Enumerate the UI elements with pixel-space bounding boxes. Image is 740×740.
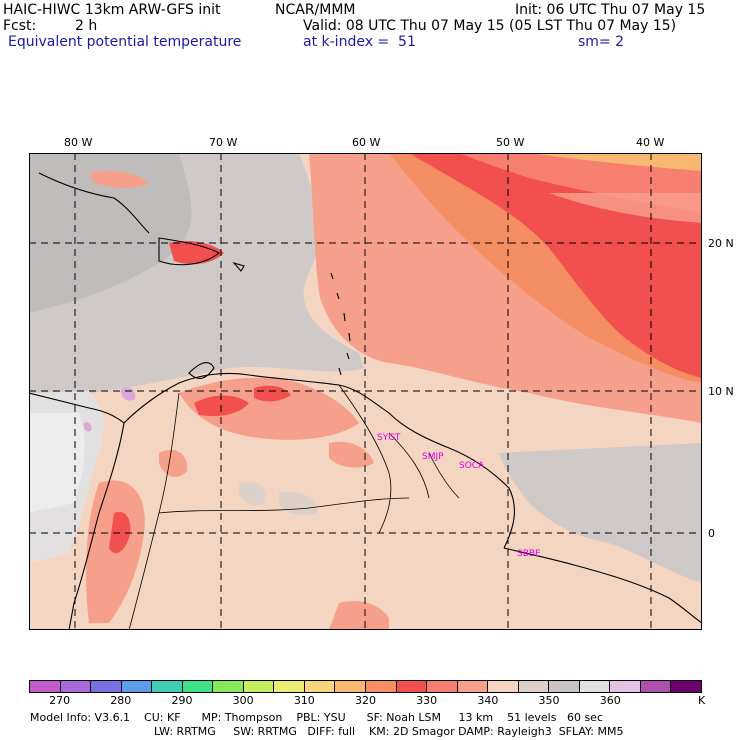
country-borders [128, 384, 460, 630]
color-scale-bar [29, 680, 702, 693]
forecast-value: 2 h [75, 18, 98, 34]
colorbar-segment [152, 681, 183, 692]
map-border [29, 153, 702, 630]
colorbar-segment [610, 681, 641, 692]
salmon-patch [329, 441, 374, 468]
lat-label: 0 [708, 527, 715, 540]
central-america-coast [29, 392, 125, 424]
colorbar-tick-label: 310 [293, 694, 315, 707]
colorbar-segment [396, 681, 428, 692]
colorbar-segment [579, 681, 611, 692]
colorbar-segment [488, 681, 519, 692]
field-name: Equivalent potential temperature [8, 34, 242, 50]
station-label: SMJP [422, 452, 444, 462]
lesser-antilles [330, 272, 351, 376]
colorbar-tick-label: 330 [416, 694, 438, 707]
colorbar-tick-label: 320 [355, 694, 376, 707]
colorbar-segment [243, 681, 275, 692]
colorbar-unit: K [698, 694, 706, 707]
darker-grey-region [29, 153, 192, 313]
south-america-north-coast [123, 372, 515, 549]
theta-e-map: SYGT SMJP SOCA SBBE [29, 153, 702, 630]
colorbar-segment [335, 681, 367, 692]
level-label: at k-index = 51 [303, 34, 416, 50]
model-info-line2: LW: RRTMG SW: RRTMG DIFF: full KM: 2D Sm… [154, 725, 624, 738]
colorbar-segment [518, 681, 550, 692]
init-time: Init: 06 UTC Thu 07 May 15 [515, 2, 706, 18]
graticule [29, 153, 702, 630]
colorbar-segment [671, 681, 702, 692]
colorbar-segment [366, 681, 397, 692]
red-patch [254, 385, 291, 402]
white-grey-region [29, 413, 85, 513]
smoothing-label: sm= 2 [578, 34, 625, 50]
colorbar-segment [60, 681, 92, 692]
salmon-patch [159, 449, 188, 477]
puerto-rico-coast [232, 261, 245, 272]
light-orange-region [529, 153, 702, 171]
model-info-line1: Model Info: V3.6.1 CU: KF MP: Thompson P… [30, 711, 603, 724]
colorbar-tick-label: 270 [49, 694, 71, 707]
colorbar-segment [640, 681, 672, 692]
lat-label: 10 N [708, 385, 734, 398]
cuba-coast [38, 172, 150, 234]
colorbar-segment [30, 681, 61, 692]
colorbar-segment [549, 681, 580, 692]
valid-time: Valid: 08 UTC Thu 07 May 15 (05 LST Thu … [303, 18, 677, 34]
station-label: SBBE [517, 549, 541, 559]
colorbar-tick-label: 350 [538, 694, 560, 707]
brazil-coast [503, 547, 702, 624]
suriname-french-guiana-border [428, 452, 460, 499]
colorbar-segment [182, 681, 214, 692]
station-label: SYGT [377, 433, 401, 443]
colorbar-tick-label: 300 [232, 694, 254, 707]
salmon-band [549, 193, 702, 223]
colorbar-segment [457, 681, 489, 692]
red-patch [109, 511, 131, 554]
org-label: NCAR/MMM [275, 2, 356, 18]
colorbar-tick-label: 280 [110, 694, 132, 707]
colorbar-tick-label: 290 [171, 694, 193, 707]
grey-patch [239, 481, 266, 505]
lon-label: 60 W [352, 136, 381, 149]
colorbar-segment [304, 681, 336, 692]
guyana-suriname-border [388, 432, 430, 499]
pacific-coast [68, 422, 125, 630]
colorbar-segment [213, 681, 244, 692]
lon-label: 50 W [496, 136, 525, 149]
colorbar-tick-label: 340 [477, 694, 499, 707]
coastlines [29, 172, 702, 630]
colorbar-segment [121, 681, 153, 692]
salmon-patch [89, 171, 149, 188]
hispaniola-coast [158, 237, 220, 266]
lavender-spot [83, 422, 92, 432]
venezuela-guyana-border [338, 384, 392, 534]
salmon-patch [179, 377, 359, 440]
station-label: SOCA [459, 461, 485, 471]
salmon-patch [329, 601, 389, 630]
colorbar-segment [274, 681, 305, 692]
lon-label: 70 W [209, 136, 238, 149]
colorbar-segment [91, 681, 122, 692]
model-title: HAIC-HIWC 13km ARW-GFS init [3, 2, 221, 18]
lon-label: 40 W [636, 136, 665, 149]
forecast-label: Fcst: [3, 18, 37, 34]
amazon-border [158, 497, 410, 514]
lon-label: 80 W [64, 136, 93, 149]
lat-label: 20 N [708, 237, 734, 250]
colorbar-segment [427, 681, 458, 692]
colorbar-tick-label: 360 [599, 694, 621, 707]
maracaibo [188, 362, 215, 379]
